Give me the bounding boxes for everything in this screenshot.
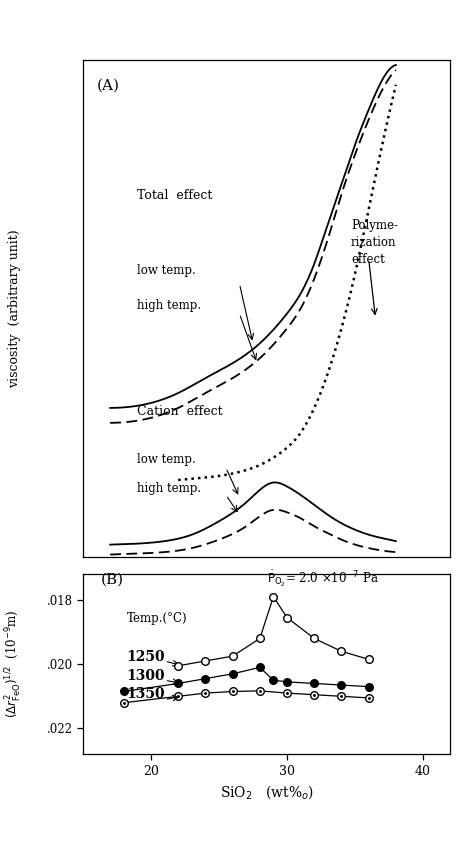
Text: 1250: 1250 [127,650,165,664]
Text: $\rm\dot{P}_{O_2}$= 2.0 $\times$10$^{-7}$ Pa: $\rm\dot{P}_{O_2}$= 2.0 $\times$10$^{-7}… [266,569,378,590]
Text: viscosity  (arbitrary unit): viscosity (arbitrary unit) [8,229,21,388]
Text: Cation  effect: Cation effect [137,405,223,418]
X-axis label: SiO$_2$   (wt%$_o$): SiO$_2$ (wt%$_o$) [219,783,314,801]
Text: Polyme-
rization
effect: Polyme- rization effect [351,219,398,266]
Text: high temp.: high temp. [137,298,201,312]
Text: 1350: 1350 [127,687,165,701]
Text: 1300: 1300 [127,669,165,683]
Text: Total  effect: Total effect [137,189,213,202]
Text: $(\Delta r^2_{\rm FeO})^{1/2}$  (10$^{-9}$m): $(\Delta r^2_{\rm FeO})^{1/2}$ (10$^{-9}… [4,610,24,718]
Text: (A): (A) [97,79,119,93]
Text: (B): (B) [100,572,124,587]
Text: high temp.: high temp. [137,482,201,495]
Text: low temp.: low temp. [137,264,196,277]
Text: low temp.: low temp. [137,452,196,465]
Text: Temp.(°C): Temp.(°C) [127,613,187,626]
